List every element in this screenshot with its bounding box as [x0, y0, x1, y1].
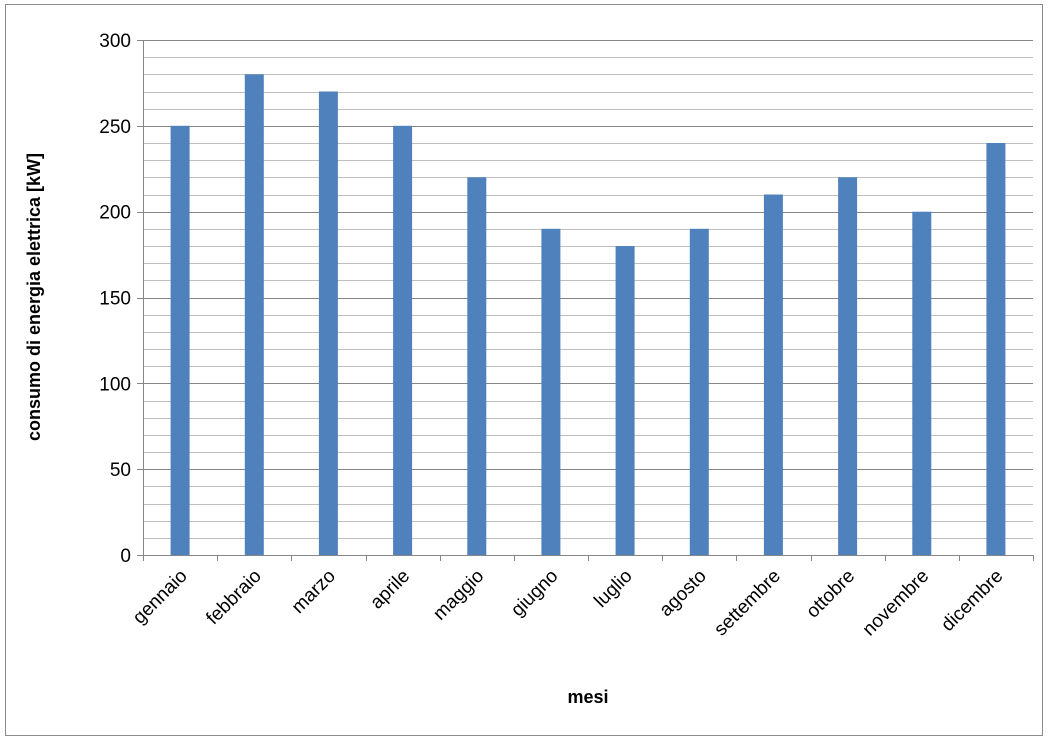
y-tick-label: 250 [99, 117, 131, 138]
x-tick-label-luglio: luglio [590, 566, 636, 612]
x-tick-label-giugno: giugno [507, 566, 562, 621]
major-gridlines [137, 40, 1033, 470]
bar-gennaio [170, 125, 190, 556]
x-tick-label-settembre: settembre [710, 566, 785, 641]
x-axis-title: mesi [567, 687, 608, 707]
y-tick-label: 150 [99, 289, 131, 310]
x-tick-label-ottobre: ottobre [802, 566, 859, 623]
bar-aprile [393, 125, 413, 556]
bar-novembre [912, 211, 932, 555]
x-tick-label-dicembre: dicembre [937, 566, 1007, 636]
x-tick-label-agosto: agosto [656, 566, 711, 621]
y-axis-title: consumo di energia elettrica [kW] [24, 153, 44, 441]
bars [170, 74, 1006, 556]
y-tick-labels: 0 50 100 150 200 250 300 [99, 31, 131, 567]
x-tick-label-aprile: aprile [366, 566, 414, 614]
x-tick-label-novembre: novembre [859, 566, 934, 641]
y-tick-label: 50 [110, 460, 131, 481]
bar-febbraio [244, 74, 264, 556]
bar-ottobre [838, 177, 858, 556]
bar-agosto [689, 228, 709, 556]
y-tick-label: 200 [99, 203, 131, 224]
x-tick-label-febbraio: febbraio [202, 566, 265, 629]
bar-settembre [763, 194, 783, 555]
bar-giugno [541, 228, 561, 556]
x-tick-labels: gennaio febbraio marzo aprile maggio giugno lu… [129, 566, 1008, 641]
y-tick-label: 0 [120, 546, 131, 567]
x-tick-label-marzo: marzo [288, 566, 340, 618]
y-tick-label: 100 [99, 374, 131, 395]
axes [137, 40, 1034, 561]
y-tick-label: 300 [99, 31, 131, 52]
x-tick-label-gennaio: gennaio [129, 566, 192, 629]
bar-dicembre [986, 143, 1006, 555]
bar-luglio [615, 246, 635, 555]
minor-gridlines [143, 57, 1033, 539]
x-tick-label-maggio: maggio [429, 566, 488, 625]
bar-maggio [467, 177, 487, 556]
bar-marzo [318, 91, 338, 555]
